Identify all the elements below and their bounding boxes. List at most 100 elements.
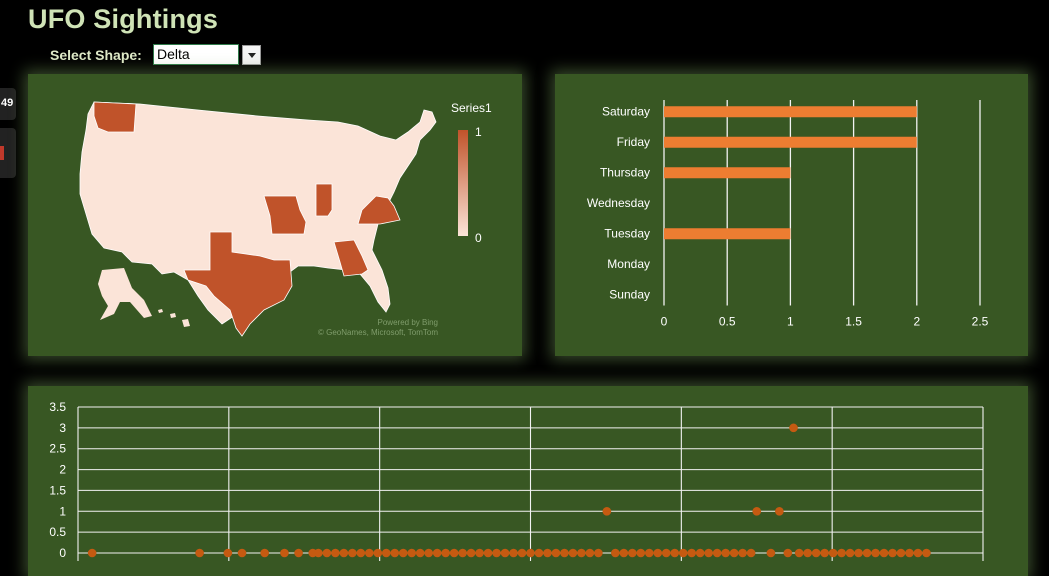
- scatter-y-tick-label: 1.5: [49, 483, 66, 497]
- bar-category-label: Friday: [617, 135, 650, 149]
- scatter-point: [789, 423, 798, 433]
- scatter-point: [854, 548, 863, 558]
- select-shape-label: Select Shape:: [50, 47, 142, 63]
- scatter-point: [373, 548, 383, 558]
- bar-category-label: Saturday: [602, 104, 650, 118]
- scatter-point: [678, 548, 688, 558]
- state-indiana: [315, 183, 333, 217]
- scatter-y-tick-label: 0: [59, 546, 66, 560]
- scatter-point: [500, 548, 510, 558]
- state-virginia: [357, 195, 401, 225]
- scatter-point: [738, 548, 747, 558]
- scatter-point: [415, 548, 425, 558]
- bar-category-label: Sunday: [609, 287, 650, 301]
- scatter-point: [879, 548, 889, 558]
- scatter-y-tick-label: 3.5: [49, 400, 66, 414]
- side-tab-flag[interactable]: [0, 128, 16, 178]
- scatter-point: [390, 548, 400, 558]
- bar: [664, 136, 917, 148]
- bar-x-tick-label: 1: [787, 315, 794, 329]
- scatter-point: [721, 548, 730, 558]
- map-legend-gradient: [458, 130, 468, 236]
- bar-x-tick-label: 2.5: [972, 315, 989, 329]
- scatter-point: [314, 548, 323, 558]
- flag-icon: [0, 146, 4, 160]
- scatter-point: [534, 548, 544, 558]
- scatter-point: [577, 548, 586, 558]
- scatter-point: [746, 548, 756, 558]
- bar-category-label: Thursday: [600, 165, 650, 179]
- scatter-point: [331, 548, 340, 558]
- scatter-point: [543, 548, 552, 558]
- alaska-shape: [98, 268, 152, 320]
- scatter-point: [803, 548, 812, 558]
- bar-x-tick-label: 0.5: [719, 315, 736, 329]
- scatter-point: [752, 506, 762, 516]
- scatter-y-tick-label: 3: [59, 421, 66, 435]
- scatter-point: [87, 548, 97, 558]
- scatter-point: [551, 548, 561, 558]
- scatter-point: [729, 548, 739, 558]
- map-attribution-bing: Powered by Bing: [378, 318, 438, 327]
- side-tab[interactable]: 49: [0, 88, 16, 120]
- scatter-point: [602, 506, 612, 516]
- scatter-point: [560, 548, 569, 558]
- scatter-point: [407, 548, 417, 558]
- scatter-point: [712, 548, 722, 558]
- scatter-point: [280, 548, 289, 558]
- scatter-point: [509, 548, 518, 558]
- state-missouri: [263, 195, 307, 235]
- scatter-point: [888, 548, 897, 558]
- bar-category-label: Monday: [607, 257, 650, 271]
- map-legend-max: 1: [475, 125, 482, 139]
- scatter-point: [339, 548, 349, 558]
- bar-category-label: Tuesday: [604, 226, 650, 240]
- map-legend-min: 0: [475, 231, 482, 245]
- scatter-point: [922, 548, 931, 558]
- shape-select-input[interactable]: Delta: [153, 44, 239, 65]
- scatter-point: [260, 548, 269, 558]
- scatter-point: [364, 548, 374, 558]
- scatter-point: [526, 548, 535, 558]
- scatter-point: [594, 548, 603, 558]
- scatter-point: [636, 548, 646, 558]
- scatter-y-tick-label: 2.5: [49, 442, 66, 456]
- scatter-point: [653, 548, 663, 558]
- scatter-point: [441, 548, 450, 558]
- chevron-down-icon[interactable]: [242, 45, 261, 65]
- scatter-point: [458, 548, 467, 558]
- scatter-point: [913, 548, 923, 558]
- scatter-point: [475, 548, 484, 558]
- bar: [664, 106, 917, 118]
- scatter-point: [611, 548, 620, 558]
- timeline-scatter-chart: 0 0.5 1 1.5 2 2.5 3 3.5: [49, 400, 984, 561]
- bar-category-label: Wednesday: [587, 196, 650, 210]
- bar-x-tick-label: 1.5: [845, 315, 862, 329]
- bar: [664, 167, 791, 179]
- scatter-point: [828, 548, 838, 558]
- scatter-point: [670, 548, 680, 558]
- map-attribution-sources: © GeoNames, Microsoft, TomTom: [318, 328, 438, 337]
- scatter-point: [766, 548, 776, 558]
- scatter-point: [568, 548, 578, 558]
- scatter-point: [845, 548, 855, 558]
- scatter-point: [223, 548, 233, 558]
- scatter-point: [483, 548, 493, 558]
- scatter-point: [381, 548, 391, 558]
- state-georgia: [333, 239, 369, 277]
- scatter-point: [585, 548, 595, 558]
- scatter-y-tick-label: 2: [59, 463, 66, 477]
- scatter-point: [862, 548, 872, 558]
- scatter-point: [628, 548, 637, 558]
- scatter-point: [348, 548, 357, 558]
- state-texas: [183, 231, 293, 337]
- scatter-point: [449, 548, 459, 558]
- scatter-point: [704, 548, 713, 558]
- side-tab-label: 49: [1, 97, 14, 109]
- scatter-point: [783, 548, 793, 558]
- bar-x-tick-label: 0: [661, 315, 668, 329]
- state-washington: [93, 101, 137, 133]
- scatter-point: [871, 548, 880, 558]
- scatter-point: [424, 548, 433, 558]
- scatter-point: [322, 548, 332, 558]
